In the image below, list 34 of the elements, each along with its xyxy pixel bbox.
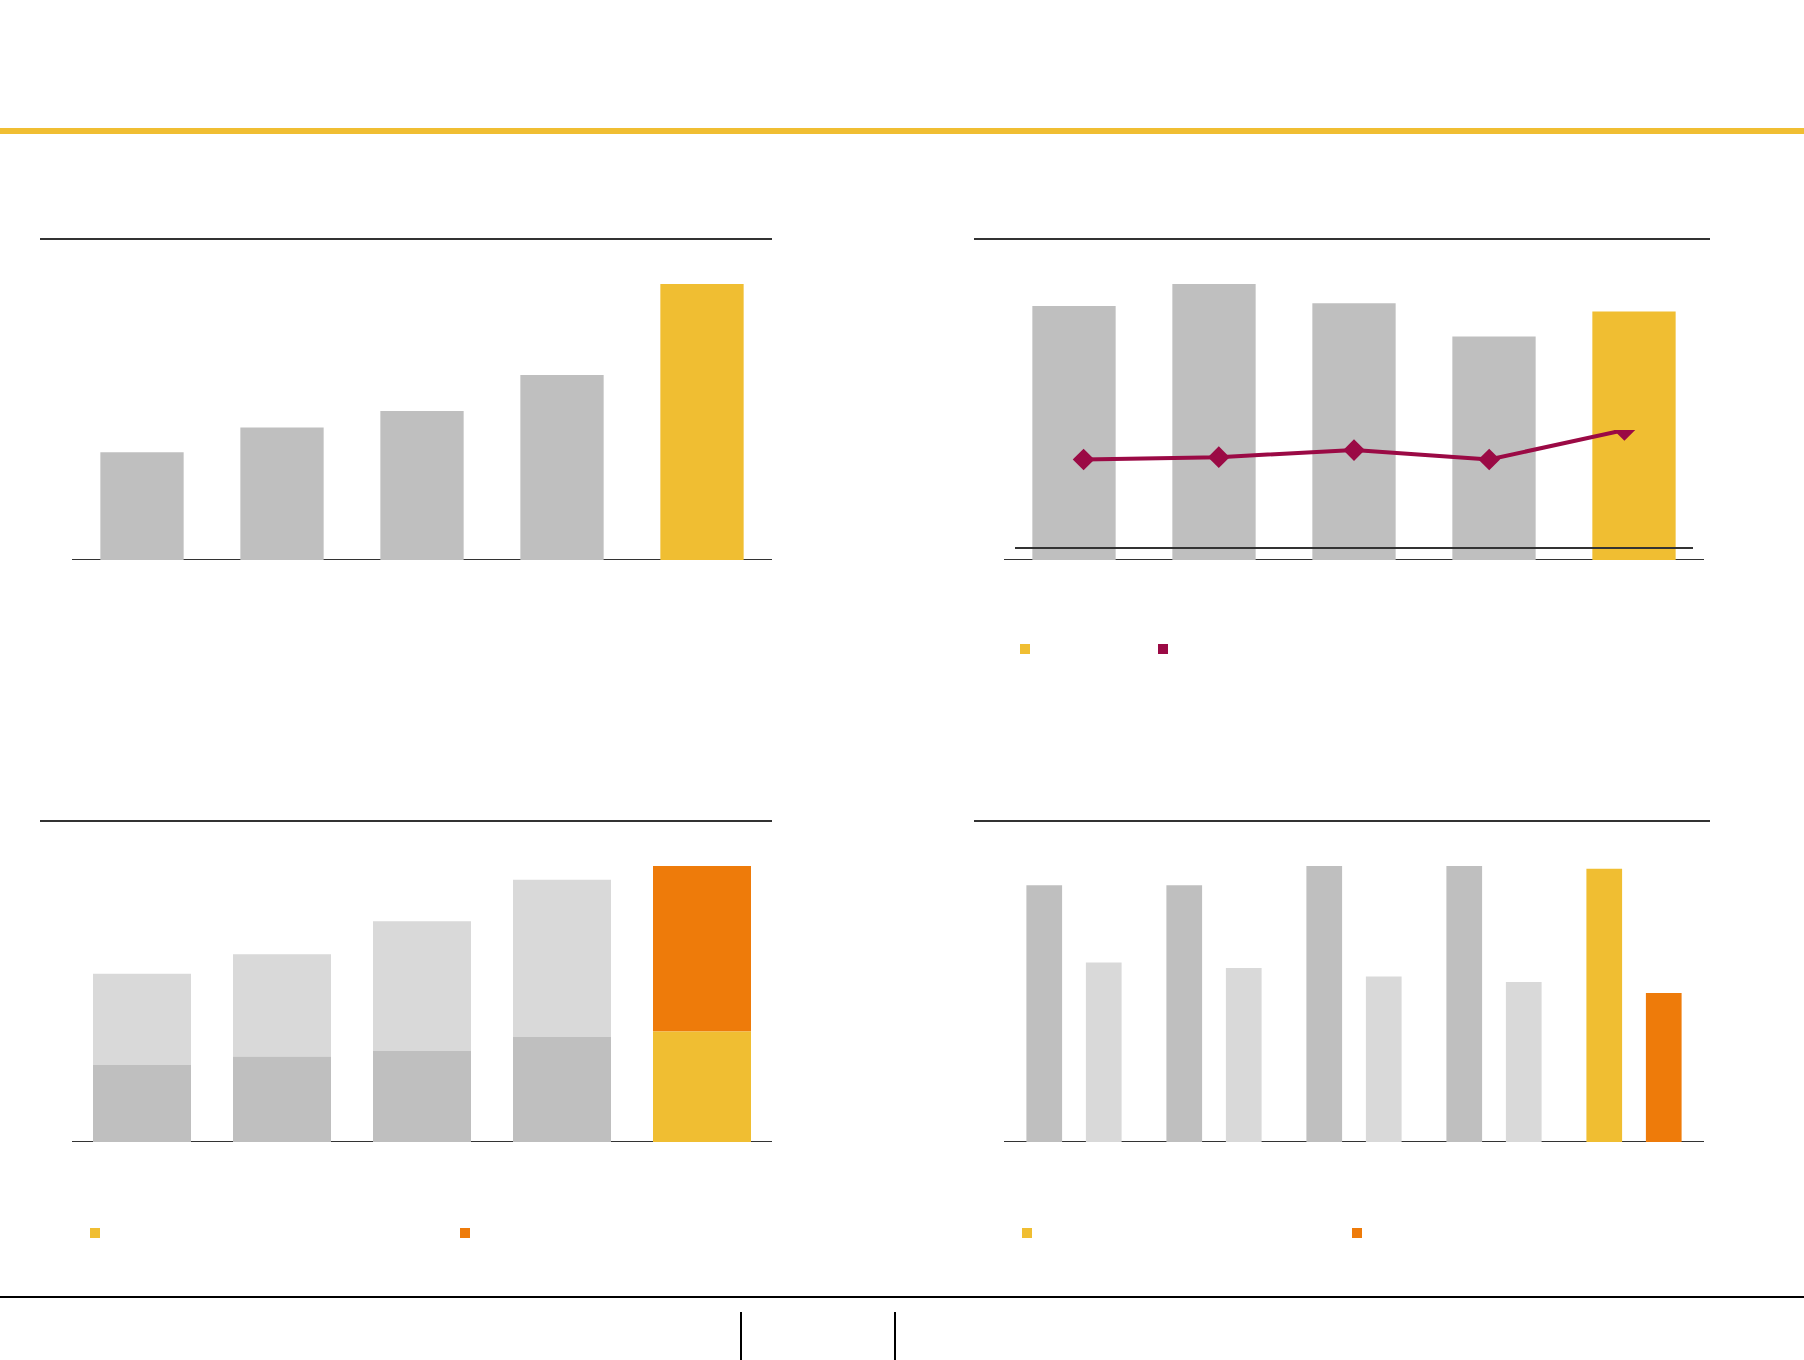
bar xyxy=(653,866,751,1032)
bar xyxy=(1505,981,1542,1142)
bar xyxy=(1172,284,1256,560)
point xyxy=(1479,449,1500,470)
bar xyxy=(1306,866,1343,1142)
bar xyxy=(373,921,471,1051)
bar xyxy=(93,1064,191,1142)
bar xyxy=(380,410,464,560)
bar xyxy=(1592,311,1676,560)
bar xyxy=(520,375,604,560)
bar xyxy=(1085,962,1122,1142)
bar xyxy=(233,1056,331,1142)
bar xyxy=(1032,306,1116,560)
bar xyxy=(1365,976,1402,1142)
point xyxy=(1073,449,1094,470)
bar xyxy=(1026,885,1063,1142)
bar xyxy=(513,879,611,1038)
bar xyxy=(1225,968,1262,1142)
bar xyxy=(513,1037,611,1142)
bar xyxy=(93,973,191,1065)
bar xyxy=(660,284,744,560)
bar xyxy=(1586,868,1623,1142)
bar xyxy=(1452,336,1536,560)
bar xyxy=(1446,866,1483,1142)
bar xyxy=(1312,303,1396,560)
bar xyxy=(233,954,331,1057)
bar xyxy=(100,452,184,560)
point xyxy=(1344,440,1364,461)
bar xyxy=(1645,992,1682,1142)
bar xyxy=(373,1050,471,1142)
bar xyxy=(653,1031,751,1142)
bar xyxy=(1166,885,1203,1142)
point xyxy=(1208,447,1229,468)
bar xyxy=(240,427,324,560)
